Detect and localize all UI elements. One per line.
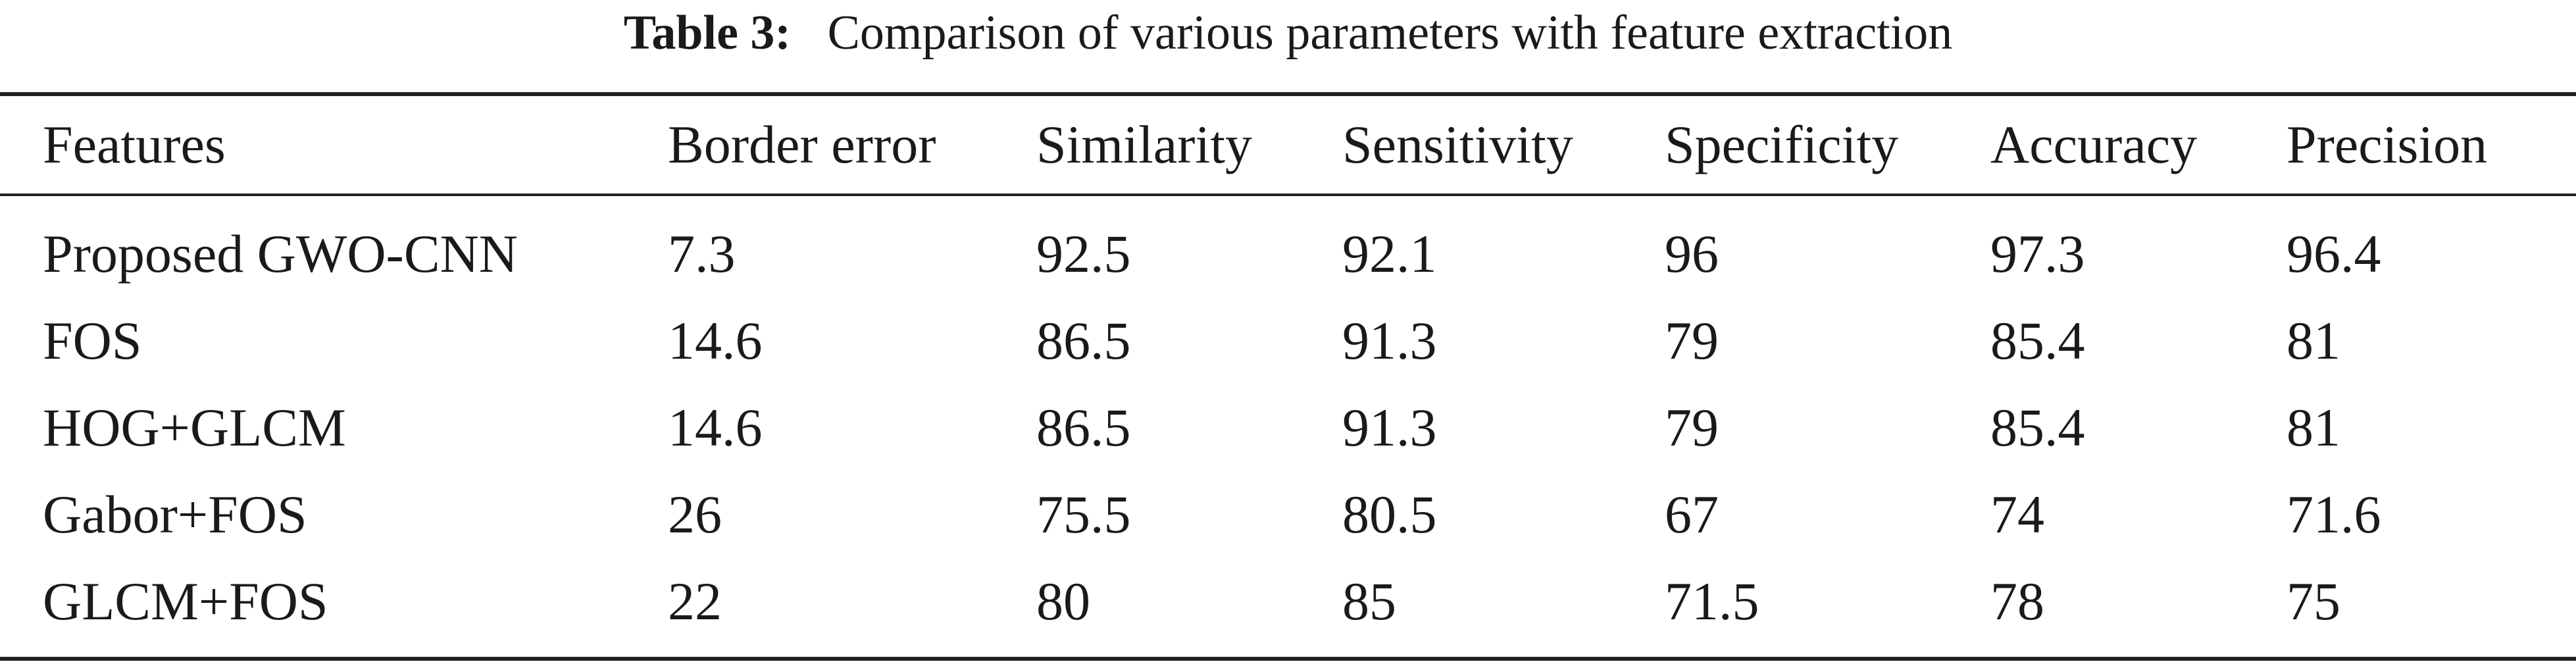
cell-similarity: 80 xyxy=(1036,571,1090,631)
header-similarity: Similarity xyxy=(1036,115,1252,174)
header-precision: Precision xyxy=(2286,115,2488,174)
header-specificity: Specificity xyxy=(1665,115,1899,174)
cell-accuracy: 85.4 xyxy=(1990,311,2085,371)
cell-border-error: 7.3 xyxy=(668,224,736,284)
table-body: Proposed GWO-CNN 7.3 92.5 92.1 96 97.3 9… xyxy=(0,211,2576,645)
top-rule xyxy=(0,92,2576,96)
header-rule xyxy=(0,193,2576,196)
table-row: GLCM+FOS 22 80 85 71.5 78 75 xyxy=(0,558,2576,645)
cell-sensitivity: 91.3 xyxy=(1342,398,1437,457)
cell-sensitivity: 91.3 xyxy=(1342,311,1437,371)
spacer-row xyxy=(0,193,2576,211)
cell-precision: 96.4 xyxy=(2286,224,2381,284)
cell-precision: 81 xyxy=(2286,311,2340,371)
header-accuracy: Accuracy xyxy=(1990,115,2198,174)
cell-border-error: 26 xyxy=(668,484,722,544)
table-caption-label: Table 3: xyxy=(623,6,792,60)
caption-gap xyxy=(803,6,828,60)
cell-feature: HOG+GLCM xyxy=(43,398,346,457)
cell-feature: Proposed GWO-CNN xyxy=(43,224,518,284)
comparison-table: Features Border error Similarity Sensiti… xyxy=(0,96,2576,645)
table-row: Gabor+FOS 26 75.5 80.5 67 74 71.6 xyxy=(0,471,2576,558)
cell-specificity: 79 xyxy=(1665,311,1719,371)
cell-border-error: 14.6 xyxy=(668,311,763,371)
bottom-rule xyxy=(0,657,2576,661)
cell-sensitivity: 85 xyxy=(1342,571,1396,631)
cell-similarity: 86.5 xyxy=(1036,398,1131,457)
cell-precision: 71.6 xyxy=(2286,484,2381,544)
cell-similarity: 75.5 xyxy=(1036,484,1131,544)
cell-precision: 81 xyxy=(2286,398,2340,457)
table-row: HOG+GLCM 14.6 86.5 91.3 79 85.4 81 xyxy=(0,384,2576,471)
cell-border-error: 14.6 xyxy=(668,398,763,457)
header-row: Features Border error Similarity Sensiti… xyxy=(0,96,2576,193)
header-sensitivity: Sensitivity xyxy=(1342,115,1573,174)
header-border-error: Border error xyxy=(668,115,936,174)
cell-accuracy: 78 xyxy=(1990,571,2044,631)
table-header: Features Border error Similarity Sensiti… xyxy=(0,96,2576,193)
cell-specificity: 96 xyxy=(1665,224,1719,284)
table-row: Proposed GWO-CNN 7.3 92.5 92.1 96 97.3 9… xyxy=(0,211,2576,297)
cell-accuracy: 74 xyxy=(1990,484,2044,544)
cell-feature: GLCM+FOS xyxy=(43,571,328,631)
header-features: Features xyxy=(43,115,226,174)
cell-precision: 75 xyxy=(2286,571,2340,631)
cell-accuracy: 85.4 xyxy=(1990,398,2085,457)
cell-similarity: 86.5 xyxy=(1036,311,1131,371)
cell-specificity: 79 xyxy=(1665,398,1719,457)
cell-accuracy: 97.3 xyxy=(1990,224,2085,284)
cell-sensitivity: 80.5 xyxy=(1342,484,1437,544)
cell-specificity: 67 xyxy=(1665,484,1719,544)
table-caption-text: Comparison of various parameters with fe… xyxy=(827,6,1953,60)
cell-specificity: 71.5 xyxy=(1665,571,1759,631)
cell-feature: Gabor+FOS xyxy=(43,484,307,544)
cell-feature: FOS xyxy=(43,311,142,371)
table-row: FOS 14.6 86.5 91.3 79 85.4 81 xyxy=(0,297,2576,384)
cell-border-error: 22 xyxy=(668,571,722,631)
table-caption: Table 3: Comparison of various parameter… xyxy=(0,0,2576,66)
cell-similarity: 92.5 xyxy=(1036,224,1131,284)
cell-sensitivity: 92.1 xyxy=(1342,224,1437,284)
